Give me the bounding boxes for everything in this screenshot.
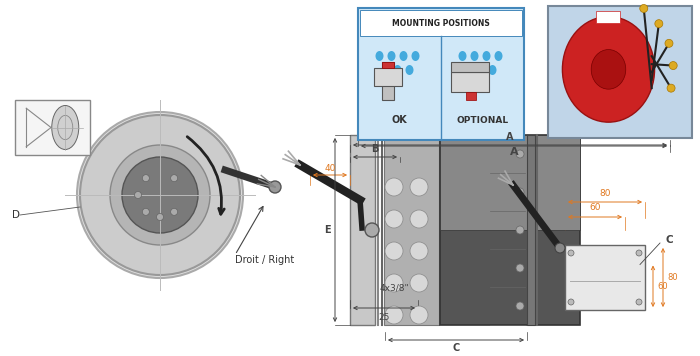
Ellipse shape xyxy=(385,210,403,228)
Bar xyxy=(466,92,476,100)
Text: E: E xyxy=(323,225,330,235)
Ellipse shape xyxy=(365,223,379,237)
Ellipse shape xyxy=(636,250,642,256)
Ellipse shape xyxy=(494,51,503,61)
Ellipse shape xyxy=(410,306,428,324)
Text: C: C xyxy=(665,235,673,245)
Ellipse shape xyxy=(516,150,524,158)
Bar xyxy=(565,245,645,310)
Ellipse shape xyxy=(110,145,210,245)
Text: D: D xyxy=(12,210,20,220)
Text: C: C xyxy=(452,343,460,353)
Ellipse shape xyxy=(385,178,403,196)
Bar xyxy=(451,72,489,92)
Ellipse shape xyxy=(134,192,141,199)
Ellipse shape xyxy=(568,250,574,256)
Ellipse shape xyxy=(516,264,524,272)
Ellipse shape xyxy=(470,51,479,61)
Ellipse shape xyxy=(636,299,642,305)
Text: OK: OK xyxy=(391,115,407,125)
Bar xyxy=(358,8,524,140)
Text: MOUNTING POSITIONS: MOUNTING POSITIONS xyxy=(392,19,490,27)
Ellipse shape xyxy=(516,302,524,310)
Ellipse shape xyxy=(410,274,428,292)
Ellipse shape xyxy=(410,178,428,196)
Ellipse shape xyxy=(122,157,198,233)
Ellipse shape xyxy=(516,188,524,196)
Ellipse shape xyxy=(80,115,240,275)
Text: 25: 25 xyxy=(378,313,390,321)
Ellipse shape xyxy=(516,226,524,234)
Bar xyxy=(548,6,692,138)
Ellipse shape xyxy=(669,62,677,69)
Ellipse shape xyxy=(382,65,389,75)
Ellipse shape xyxy=(489,65,496,75)
Text: 60: 60 xyxy=(589,204,601,213)
Bar xyxy=(382,62,394,68)
Text: OPTIONAL: OPTIONAL xyxy=(456,115,509,125)
Ellipse shape xyxy=(562,17,654,122)
Ellipse shape xyxy=(405,65,414,75)
Text: 80: 80 xyxy=(599,188,610,198)
Bar xyxy=(440,135,580,230)
Ellipse shape xyxy=(477,65,484,75)
Bar xyxy=(350,135,375,325)
Ellipse shape xyxy=(171,208,178,215)
Bar xyxy=(527,135,535,325)
Text: Droit / Right: Droit / Right xyxy=(235,255,294,265)
Ellipse shape xyxy=(592,49,626,89)
Ellipse shape xyxy=(640,5,648,12)
Text: B: B xyxy=(371,144,379,154)
Text: A: A xyxy=(510,147,518,157)
Ellipse shape xyxy=(665,40,673,47)
Ellipse shape xyxy=(465,65,472,75)
Bar xyxy=(440,135,580,325)
Ellipse shape xyxy=(555,243,565,253)
Ellipse shape xyxy=(157,214,164,220)
Ellipse shape xyxy=(385,242,403,260)
Ellipse shape xyxy=(269,181,281,193)
Bar xyxy=(384,135,439,325)
Ellipse shape xyxy=(171,175,178,182)
Ellipse shape xyxy=(568,299,574,305)
Bar xyxy=(360,10,522,36)
Ellipse shape xyxy=(385,306,403,324)
Ellipse shape xyxy=(385,274,403,292)
Ellipse shape xyxy=(410,210,428,228)
Bar xyxy=(382,62,394,100)
Ellipse shape xyxy=(393,65,402,75)
Bar xyxy=(15,100,90,155)
Ellipse shape xyxy=(52,105,78,150)
Ellipse shape xyxy=(142,175,149,182)
Ellipse shape xyxy=(388,51,395,61)
Ellipse shape xyxy=(654,20,663,28)
Text: 80: 80 xyxy=(667,273,678,282)
Bar xyxy=(596,11,620,23)
Ellipse shape xyxy=(458,51,466,61)
Ellipse shape xyxy=(482,51,491,61)
Text: 40: 40 xyxy=(324,163,336,173)
Ellipse shape xyxy=(410,242,428,260)
Ellipse shape xyxy=(142,208,149,215)
Ellipse shape xyxy=(412,51,419,61)
Ellipse shape xyxy=(667,84,675,92)
Ellipse shape xyxy=(400,51,407,61)
Text: A: A xyxy=(506,132,514,142)
Bar xyxy=(374,68,402,86)
Text: 4x3/8": 4x3/8" xyxy=(380,283,410,293)
Bar xyxy=(451,62,489,72)
Ellipse shape xyxy=(375,51,384,61)
Ellipse shape xyxy=(77,112,243,278)
Text: 60: 60 xyxy=(657,282,668,291)
